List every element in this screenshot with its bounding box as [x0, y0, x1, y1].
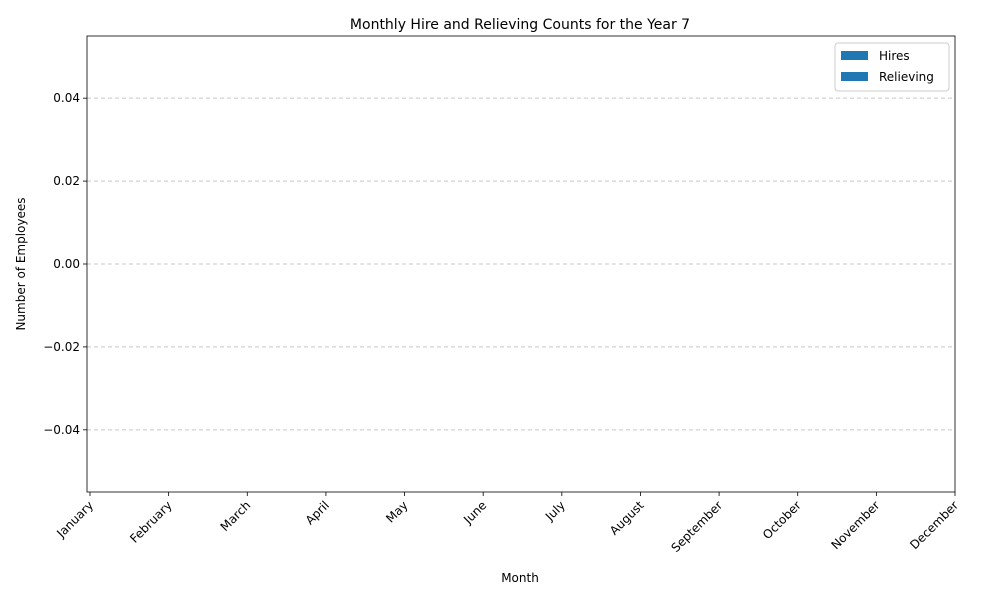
y-tick-label: 0.00: [53, 257, 80, 271]
legend-swatch-hires: [841, 51, 868, 60]
x-tick-label: March: [218, 498, 254, 534]
legend-label-hires: Hires: [879, 49, 910, 63]
x-tick-label: July: [542, 498, 568, 524]
legend-swatch-relieving: [841, 72, 868, 81]
grid-lines: [87, 97, 955, 431]
x-tick-label: February: [127, 498, 175, 546]
x-tick-label: June: [460, 498, 489, 527]
legend: Hires Relieving: [834, 42, 950, 92]
legend-label-relieving: Relieving: [879, 70, 934, 84]
x-tick-label: April: [303, 498, 332, 527]
x-tick-label: November: [828, 498, 882, 552]
x-tick-label: August: [607, 498, 647, 538]
y-tick-label: −0.04: [43, 423, 80, 437]
x-tick-label: October: [760, 498, 804, 542]
y-axis-label: Number of Employees: [14, 197, 28, 330]
y-tick-label: 0.02: [53, 174, 80, 188]
x-axis-label: Month: [501, 571, 539, 585]
x-tick-label: September: [668, 498, 725, 555]
chart-title: Monthly Hire and Relieving Counts for th…: [350, 17, 690, 33]
x-axis-ticks: January February March April May June July Augu…: [53, 492, 961, 555]
y-tick-label: 0.04: [53, 91, 80, 105]
x-tick-label: May: [383, 498, 410, 525]
x-tick-label: December: [907, 498, 961, 552]
x-tick-label: January: [53, 498, 96, 541]
y-tick-label: −0.02: [43, 340, 80, 354]
y-axis-ticks: −0.04 −0.02 0.00 0.02 0.04: [43, 91, 87, 437]
